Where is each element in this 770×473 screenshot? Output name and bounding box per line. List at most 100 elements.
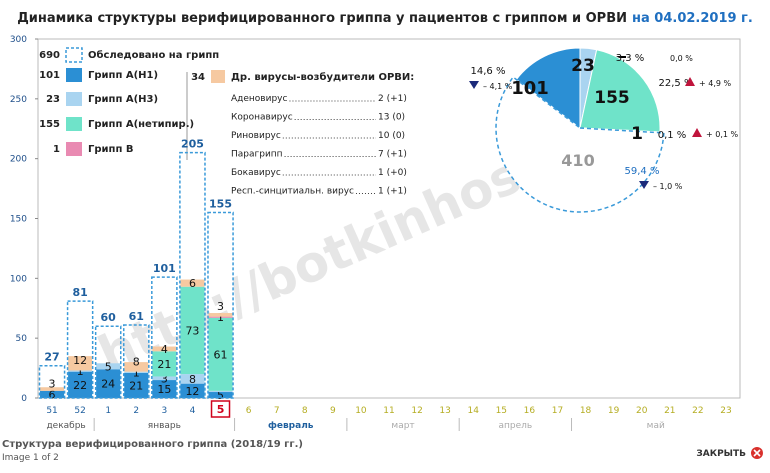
pie-change: 0,0 %: [670, 54, 693, 63]
bar-label: 22: [73, 379, 87, 392]
bar-segment: [180, 374, 205, 384]
examined-box: [179, 151, 206, 399]
change-arrow: [639, 181, 649, 189]
close-label[interactable]: ЗАКРЫТЬ: [696, 449, 746, 459]
pie-value: 1: [631, 124, 643, 144]
bar-label: 1: [217, 311, 224, 324]
legend-label: Грипп A(нетипир.): [88, 119, 194, 130]
examined-label: 205: [181, 138, 204, 151]
legend-swatch: [65, 47, 83, 63]
bar-label: 1: [133, 366, 140, 379]
virus-value: 7 (+1): [378, 150, 407, 160]
x-tick-label: 1: [105, 406, 111, 416]
legend-total: 155: [39, 119, 60, 130]
virus-value: 1 (+1): [378, 187, 407, 197]
virus-value: 2 (+1): [378, 94, 407, 104]
bar-label: 73: [185, 324, 199, 337]
y-tick-label: 100: [10, 274, 27, 284]
legend-total: 34: [191, 72, 205, 83]
bar-label: 3: [49, 377, 56, 390]
bar-segment: [208, 392, 233, 398]
virus-name: Аденовирус: [231, 94, 287, 104]
title-text: Динамика структуры верифицированного гри…: [17, 11, 627, 26]
month-label: февраль: [268, 421, 314, 431]
x-tick-label: 14: [468, 406, 480, 416]
title-date: на 04.02.2019 г.: [632, 11, 753, 26]
x-tick-label: 51: [46, 406, 57, 416]
virus-name: Риновирус: [231, 131, 281, 141]
virus-value: 10 (0): [378, 131, 405, 141]
x-tick-label: 11: [383, 406, 394, 416]
y-tick-label: 150: [10, 215, 27, 225]
examined-box: [66, 300, 94, 399]
bar-label: 8: [189, 373, 196, 386]
close-button[interactable]: ЗАКРЫТЬ: [696, 447, 763, 459]
bar-segment: [68, 371, 93, 398]
x-tick-label: 52: [74, 406, 85, 416]
examined-label: 27: [44, 351, 59, 364]
pie-share: 59,4 %: [625, 166, 660, 177]
virus-name: Парагрипп: [231, 150, 283, 160]
x-tick-label: 16: [524, 406, 536, 416]
change-arrow: [692, 128, 702, 137]
bar-label: 3: [161, 372, 168, 385]
y-tick-label: 250: [10, 95, 27, 105]
bar-label: 12: [73, 354, 87, 367]
examined-label: 81: [72, 286, 87, 299]
x-tick-label: 19: [608, 406, 620, 416]
bar-segment: [152, 351, 177, 377]
legend-label: Грипп A(H3): [88, 94, 158, 105]
examined-box: [122, 324, 150, 399]
bar-segment: [152, 380, 177, 398]
pie-share: 0,1 %: [658, 130, 687, 141]
bar-segment: [152, 376, 177, 381]
bar-segment: [180, 279, 205, 287]
x-tick-label: 15: [496, 406, 507, 416]
bar-label: 5: [105, 360, 112, 373]
x-tick-label: 23: [720, 406, 731, 416]
legend-swatch: [66, 117, 82, 131]
legend-swatch: [66, 92, 82, 106]
examined-box: [151, 276, 178, 399]
pie-change: + 0,1 %: [706, 130, 739, 139]
x-tick-label: 13: [439, 406, 450, 416]
bar-segment: [124, 362, 149, 372]
y-tick-label: 50: [16, 334, 28, 344]
bar-segment: [68, 370, 93, 372]
x-tick-label: 18: [580, 406, 592, 416]
pie-share: 3,3 %: [616, 53, 645, 64]
examined-label: 101: [153, 262, 176, 275]
close-cross[interactable]: [753, 449, 761, 457]
pie-share: 22,5 %: [659, 78, 694, 89]
pie-slice: [579, 49, 661, 133]
pie-value: 23: [571, 56, 595, 76]
x-tick-label: 4: [190, 406, 196, 416]
bar-segment: [124, 371, 149, 373]
change-arrow: [469, 81, 479, 89]
chart-title: Динамика структуры верифицированного гри…: [17, 11, 753, 26]
bar-label: 61: [214, 348, 228, 361]
bar-label: 6: [49, 388, 56, 401]
bar-label: 21: [157, 358, 171, 371]
legend-label: Грипп A(H1): [88, 70, 158, 81]
legend-total: 690: [39, 50, 60, 61]
virus-value: 1 (+0): [378, 168, 407, 178]
x-tick-label: 3: [161, 406, 167, 416]
bar-segment: [208, 313, 233, 317]
month-label: декабрь: [46, 421, 85, 431]
legend-swatch: [66, 68, 82, 82]
footer-counter: Image 1 of 2: [2, 453, 59, 463]
current-week-box: [210, 400, 231, 418]
legend-label: Др. вирусы-возбудители ОРВИ:: [231, 71, 414, 83]
pie-slice: [515, 47, 581, 130]
legend-label: Грипп В: [88, 144, 133, 155]
x-tick-label: 20: [636, 406, 648, 416]
bar-segment: [208, 390, 233, 393]
bar-label: 24: [101, 378, 115, 391]
x-tick-label: 9: [330, 406, 336, 416]
virus-value: 13 (0): [378, 113, 405, 123]
legend-swatch: [211, 70, 225, 83]
bar-segment: [96, 363, 121, 370]
x-tick-label: 12: [411, 406, 422, 416]
